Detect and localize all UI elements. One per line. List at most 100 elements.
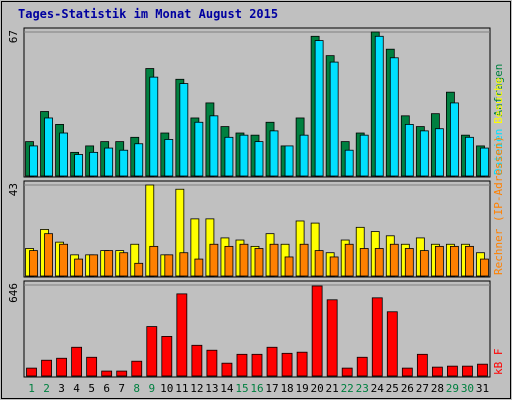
bar bbox=[389, 57, 399, 177]
bar bbox=[431, 366, 443, 377]
x-tick-label: 14 bbox=[220, 382, 234, 395]
x-tick-label: 11 bbox=[175, 382, 188, 395]
bar bbox=[326, 299, 338, 377]
chart-title: Tages-Statistik im Monat August 2015 bbox=[18, 7, 278, 21]
x-tick-label: 12 bbox=[190, 382, 203, 395]
x-tick-label: 24 bbox=[371, 382, 385, 395]
bar bbox=[447, 365, 458, 377]
bar bbox=[209, 243, 219, 277]
x-tick-label: 30 bbox=[461, 382, 474, 395]
bar bbox=[299, 134, 309, 177]
x-tick-label: 28 bbox=[431, 382, 444, 395]
bar bbox=[104, 250, 114, 277]
bar bbox=[26, 367, 37, 377]
legend: Rechner (IP-Adressen) Besuche bbox=[492, 78, 505, 275]
bar bbox=[41, 359, 52, 377]
x-tick-label: 16 bbox=[250, 382, 263, 395]
bar bbox=[149, 245, 159, 277]
bar bbox=[344, 243, 354, 277]
bar bbox=[44, 117, 53, 177]
bar bbox=[269, 130, 279, 177]
bar bbox=[434, 245, 444, 277]
bar bbox=[419, 130, 429, 177]
bar bbox=[450, 102, 459, 177]
bar bbox=[101, 370, 113, 377]
x-tick-label: 6 bbox=[103, 382, 110, 395]
x-tick-label: 1 bbox=[28, 382, 35, 395]
bar bbox=[284, 256, 294, 277]
bar bbox=[29, 250, 38, 277]
bar bbox=[299, 243, 309, 277]
bar bbox=[356, 356, 368, 377]
x-tick-label: 7 bbox=[118, 382, 125, 395]
bar bbox=[239, 134, 249, 177]
bar bbox=[314, 250, 324, 277]
x-tick-label: 19 bbox=[295, 382, 308, 395]
x-tick-label: 2 bbox=[43, 382, 50, 395]
bar bbox=[239, 243, 249, 277]
x-tick-label: 9 bbox=[148, 382, 155, 395]
x-tick-label: 23 bbox=[356, 382, 369, 395]
legend-entry: Besuche bbox=[492, 78, 505, 124]
bar bbox=[224, 245, 234, 277]
y-tick-label: 646 bbox=[7, 283, 20, 303]
bar bbox=[254, 141, 264, 177]
bar bbox=[179, 252, 189, 277]
x-tick-label: 3 bbox=[58, 382, 65, 395]
x-tick-label: 15 bbox=[235, 382, 248, 395]
bar bbox=[29, 145, 38, 177]
bar bbox=[434, 128, 444, 177]
bar bbox=[59, 243, 68, 277]
bar bbox=[134, 262, 144, 277]
bar bbox=[161, 336, 173, 377]
bar bbox=[59, 132, 68, 177]
bar bbox=[329, 256, 339, 277]
bar bbox=[359, 134, 369, 177]
bar bbox=[209, 115, 219, 177]
bar bbox=[251, 353, 263, 377]
x-tick-label: 22 bbox=[341, 382, 354, 395]
bar bbox=[281, 352, 293, 377]
bar bbox=[386, 311, 398, 377]
bar bbox=[176, 293, 188, 377]
x-tick-label: 5 bbox=[88, 382, 95, 395]
bar bbox=[389, 243, 399, 277]
x-tick-label: 13 bbox=[205, 382, 218, 395]
bar bbox=[221, 362, 233, 377]
bar bbox=[146, 326, 158, 377]
bar bbox=[119, 149, 129, 177]
x-tick-label: 17 bbox=[265, 382, 278, 395]
bar bbox=[74, 154, 84, 177]
bar bbox=[86, 356, 98, 377]
bar bbox=[119, 252, 129, 277]
bar bbox=[71, 346, 83, 377]
bar bbox=[404, 248, 414, 277]
legend-entry: Dateien bbox=[492, 129, 505, 175]
bar bbox=[296, 351, 308, 377]
x-tick-label: 20 bbox=[311, 382, 324, 395]
x-tick-label: 25 bbox=[386, 382, 399, 395]
bar bbox=[164, 139, 174, 177]
bar bbox=[266, 346, 278, 377]
bar bbox=[480, 147, 489, 177]
bar bbox=[194, 258, 204, 277]
bar bbox=[89, 254, 99, 277]
bar bbox=[374, 35, 384, 177]
x-tick-label: 4 bbox=[73, 382, 80, 395]
bar bbox=[194, 121, 204, 177]
bar bbox=[164, 254, 174, 277]
bar bbox=[179, 83, 189, 177]
legend: kB F bbox=[492, 349, 505, 376]
bar bbox=[311, 285, 323, 377]
bar bbox=[254, 248, 264, 277]
bar bbox=[401, 367, 413, 377]
bar bbox=[416, 353, 428, 377]
bar bbox=[104, 147, 114, 177]
bar bbox=[56, 357, 67, 377]
legend-entry: kB F bbox=[492, 349, 505, 376]
bar bbox=[374, 248, 384, 277]
bar bbox=[134, 143, 144, 177]
y-tick-label: 43 bbox=[7, 183, 20, 196]
